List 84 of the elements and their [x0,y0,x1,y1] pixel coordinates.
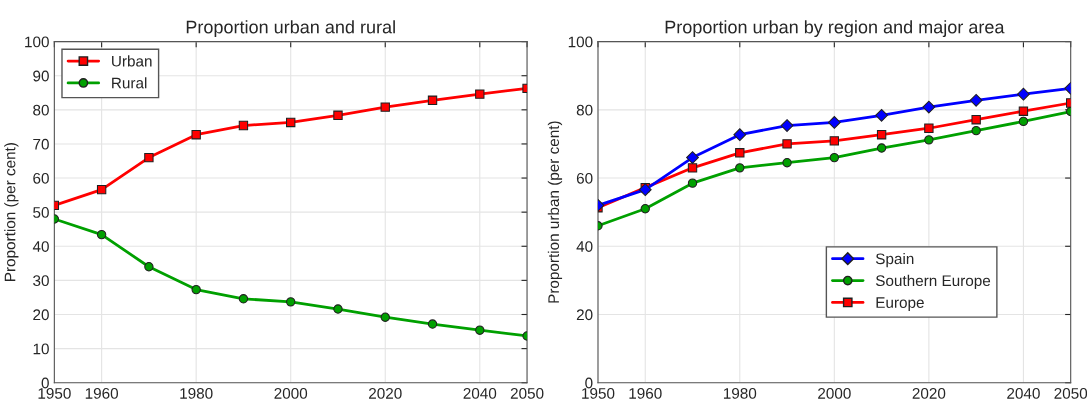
x-tick-label: 2050 [1054,387,1087,399]
point [924,135,934,145]
point [733,128,747,142]
point [286,297,296,307]
x-tick-label: 2050 [510,387,544,399]
y-tick-label: 40 [576,241,593,252]
x-tick-label: 1950 [38,387,71,399]
point [475,325,485,335]
point [782,158,792,168]
y-axis-title: Proportion (per cent) [4,143,19,281]
point [969,93,983,107]
x-tick-label: 2040 [1007,387,1040,399]
point [829,136,840,146]
point [96,229,107,240]
chart-title: Proportion urban and rural [186,20,395,38]
point [638,183,652,197]
point [1017,87,1030,101]
point [238,294,249,304]
x-tick-label: 2000 [274,387,308,399]
x-tick-label: 1980 [723,387,757,399]
point [971,125,981,136]
point [827,116,841,129]
y-tick-label: 40 [32,241,49,252]
point [380,102,390,112]
x-tick-label: 2020 [369,387,402,399]
y-tick-label: 100 [568,36,593,48]
point [829,152,840,163]
point [191,284,201,295]
point [380,312,390,322]
point [780,119,794,132]
y-tick-label: 0 [585,377,593,389]
x-tick-label: 2000 [818,387,851,399]
y-tick-label: 70 [33,138,49,150]
y-tick-label: 20 [33,309,49,321]
legend-label: Urban [112,55,152,67]
point [238,120,249,131]
x-tick-label: 2020 [912,387,946,399]
point [191,130,201,140]
y-tick-label: 20 [576,309,593,321]
y-tick-label: 80 [33,104,49,116]
point [427,319,438,329]
point [782,139,792,149]
point [333,110,343,120]
point [687,163,698,173]
legend-label: Southern Europe [875,274,991,290]
point [1018,116,1029,127]
point [876,143,887,153]
y-tick-label: 90 [33,70,49,82]
y-axis-title: Proportion urban (per cent) [547,121,563,303]
point [475,89,485,99]
x-tick-label: 1950 [582,387,615,399]
point [144,262,154,272]
y-tick-label: 60 [576,172,593,184]
point [427,95,438,105]
point [735,148,745,158]
point [144,152,154,163]
y-tick-label: 50 [33,207,49,218]
point [924,123,934,133]
x-tick-label: 2040 [463,387,497,399]
point [96,184,107,195]
point [286,117,296,128]
point [735,163,745,173]
y-tick-label: 80 [576,104,593,116]
y-tick-label: 60 [33,172,49,184]
x-tick-label: 1960 [85,387,119,399]
legend-label: Europe [876,297,924,311]
legend-label: Spain [875,252,914,268]
y-tick-label: 30 [33,275,49,287]
point [922,100,936,114]
point [333,304,343,314]
point [687,178,698,188]
y-tick-label: 100 [25,36,49,48]
point [875,108,889,122]
point [686,151,699,164]
y-tick-label: 10 [33,343,49,355]
point [1018,106,1029,116]
chart-title: Proportion urban by region and major area [665,20,1005,38]
x-tick-label: 1960 [629,387,662,399]
y-tick-label: 0 [41,377,49,389]
point [640,204,650,214]
legend-label: Rural [112,77,147,89]
x-tick-label: 1980 [180,387,213,399]
point [971,115,981,125]
point [876,130,887,140]
